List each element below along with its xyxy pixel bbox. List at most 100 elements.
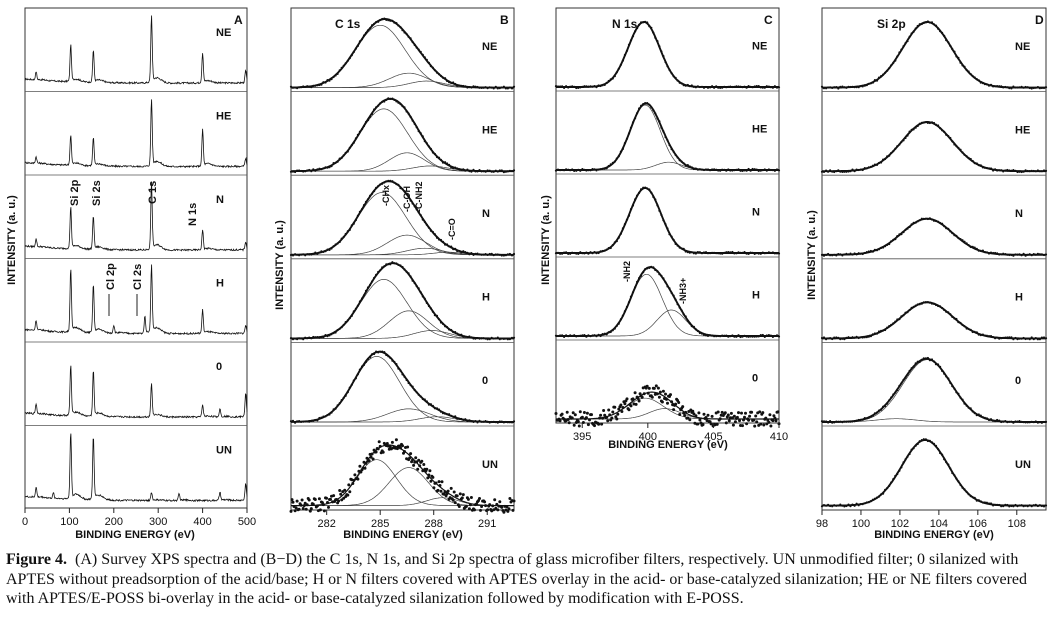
data-point <box>773 252 777 255</box>
data-point <box>1006 168 1009 172</box>
data-point <box>448 245 451 248</box>
data-point <box>565 85 568 88</box>
data-point <box>437 156 441 159</box>
x-tick-label: 282 <box>318 518 336 530</box>
envelope-line <box>822 301 1046 340</box>
data-point <box>743 334 746 337</box>
data-point <box>389 263 392 266</box>
data-point <box>445 492 449 496</box>
data-point <box>505 505 509 509</box>
data-point <box>314 418 317 422</box>
data-point <box>873 332 877 335</box>
peak-label-si2p: Si 2p <box>69 179 81 206</box>
data-point <box>1032 338 1035 341</box>
data-point <box>324 334 327 337</box>
data-point <box>599 250 602 253</box>
data-point <box>599 413 603 417</box>
data-point <box>662 219 665 222</box>
data-point <box>654 36 657 39</box>
data-point <box>554 412 558 415</box>
data-point <box>337 499 341 503</box>
data-point <box>914 221 917 224</box>
data-point <box>598 416 602 420</box>
data-point <box>750 410 754 414</box>
data-point <box>771 251 775 254</box>
data-point <box>450 81 453 85</box>
data-point <box>837 336 840 339</box>
data-point <box>847 85 850 88</box>
data-point <box>431 404 434 407</box>
data-point <box>906 311 909 314</box>
data-point <box>328 413 331 416</box>
data-point <box>709 169 712 172</box>
data-point <box>588 418 591 422</box>
data-point <box>989 335 993 338</box>
data-point <box>965 490 968 493</box>
data-point <box>583 168 586 171</box>
data-point <box>444 325 447 328</box>
data-point <box>934 363 938 366</box>
data-point <box>435 155 439 159</box>
data-point <box>837 87 840 90</box>
series-0: 0 <box>554 339 781 428</box>
data-point <box>385 353 388 357</box>
data-point <box>945 39 948 42</box>
data-point <box>877 495 881 498</box>
data-point <box>347 483 351 487</box>
data-point <box>642 103 645 106</box>
data-point <box>634 402 638 406</box>
data-point <box>377 20 380 23</box>
data-point <box>654 198 657 201</box>
data-point <box>733 85 736 88</box>
data-point <box>580 415 584 419</box>
data-point <box>330 411 333 414</box>
panel-d-x-axis-label: BINDING ENERGY (eV) <box>874 529 994 541</box>
data-point <box>971 75 974 78</box>
data-point <box>595 335 598 338</box>
data-point <box>1018 170 1021 173</box>
data-point <box>692 325 696 328</box>
data-point <box>825 420 828 423</box>
data-point <box>894 474 897 478</box>
data-point <box>1026 86 1029 89</box>
data-point <box>395 447 399 451</box>
data-point <box>1038 338 1041 341</box>
data-point <box>478 86 481 89</box>
data-point <box>763 86 766 89</box>
data-point <box>623 310 627 313</box>
data-point <box>967 327 970 331</box>
data-point <box>747 252 750 255</box>
data-point <box>849 336 852 339</box>
data-point <box>759 169 762 172</box>
data-point <box>871 81 875 84</box>
data-point <box>739 85 742 88</box>
data-point <box>694 328 698 331</box>
data-point <box>971 245 974 248</box>
data-point <box>631 35 635 38</box>
data-point <box>512 252 516 256</box>
data-point <box>1018 337 1021 340</box>
data-point <box>409 384 412 387</box>
data-point <box>875 332 879 335</box>
series-HE: HE <box>289 91 516 174</box>
data-point <box>330 78 333 81</box>
data-point <box>833 504 836 507</box>
data-point <box>747 85 750 88</box>
data-point <box>723 334 726 337</box>
data-point <box>680 247 683 250</box>
data-point <box>567 168 570 171</box>
data-point <box>511 508 515 512</box>
data-point <box>731 169 734 172</box>
data-point <box>393 21 396 24</box>
data-point <box>502 85 505 88</box>
data-point <box>636 194 639 197</box>
data-point <box>462 250 465 253</box>
data-point <box>849 420 852 423</box>
data-point <box>761 169 764 172</box>
data-point <box>492 420 495 423</box>
data-point <box>851 503 854 506</box>
data-point <box>888 325 891 328</box>
data-point <box>652 386 656 390</box>
data-point <box>621 227 625 230</box>
data-point <box>857 336 860 340</box>
